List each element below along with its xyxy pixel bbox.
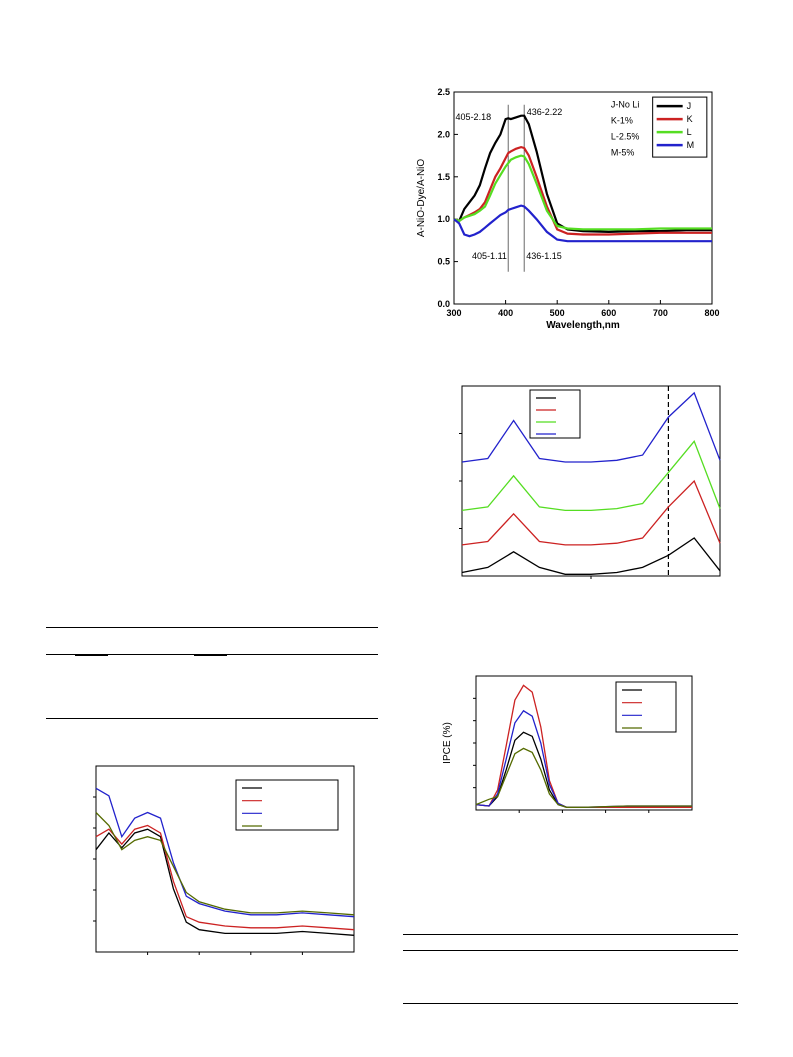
series-line-M [453, 204, 712, 243]
series-line-L [453, 154, 712, 231]
series-line-J [453, 114, 712, 234]
table2-rule-bottom [403, 1003, 738, 1004]
series-line-1 [461, 537, 721, 575]
x-tick-label: 800 [704, 308, 719, 318]
series-line-4 [475, 747, 692, 808]
table-rule-sub-b [194, 654, 227, 656]
y-tick-label: 2.0 [437, 129, 450, 139]
series-line-K [453, 145, 712, 236]
series-line-4 [461, 391, 721, 463]
annotation: 405-1.11 [472, 251, 507, 261]
legend-label: K [687, 114, 693, 124]
y-tick-label: 1.0 [437, 214, 450, 224]
table-rule-bottom [46, 718, 378, 719]
key-text: L-2.5% [611, 131, 640, 141]
plot-frame [453, 91, 713, 305]
y-tick-label: 1.5 [437, 172, 450, 182]
absorbance-chart: 300 400 500 600 700 800 0.0 0.5 1.0 1.5 2.0 2.5 Wave… [416, 87, 720, 331]
legend-box [529, 389, 581, 439]
x-tick-label: 500 [550, 308, 565, 318]
series-line-3 [461, 440, 721, 512]
series-line-1 [95, 828, 355, 936]
table2-rule-top [403, 934, 738, 935]
ipce-chart: IPCE (%) [442, 675, 693, 813]
annotation: 436-2.22 [527, 107, 563, 117]
table-rule-top [46, 627, 378, 628]
x-axis-label: Wavelength,nm [546, 320, 620, 331]
y-tick-label: 2.5 [437, 87, 450, 97]
series-line-3 [95, 787, 355, 918]
y-tick-label: 0.5 [437, 257, 450, 267]
series-line-2 [461, 479, 721, 546]
absorbance-chart-2 [93, 765, 355, 955]
stacked-spectra-chart [459, 385, 721, 579]
legend-label: L [687, 127, 692, 137]
key-text: M-5% [611, 147, 635, 157]
key-text: J-No Li [611, 99, 640, 109]
annotation: 405-2.18 [456, 112, 492, 122]
x-tick-label: 600 [601, 308, 616, 318]
table2-rule-header [403, 950, 738, 951]
key-text: K-1% [611, 115, 633, 125]
legend-label: M [687, 140, 695, 150]
series-line-2 [95, 824, 355, 931]
x-tick-label: 700 [653, 308, 668, 318]
y-axis-label: A-NiO-Dye/A-NiO [416, 159, 427, 238]
x-tick-label: 400 [498, 308, 513, 318]
legend-label: J [687, 101, 692, 111]
y-tick-label: 0.0 [437, 299, 450, 309]
series-line-4 [95, 812, 355, 916]
annotation: 436-1.15 [526, 251, 562, 261]
x-tick-label: 300 [446, 308, 461, 318]
plot-frame [461, 385, 721, 577]
y-axis-label: IPCE (%) [442, 722, 453, 764]
table-rule-sub-a [75, 654, 108, 656]
